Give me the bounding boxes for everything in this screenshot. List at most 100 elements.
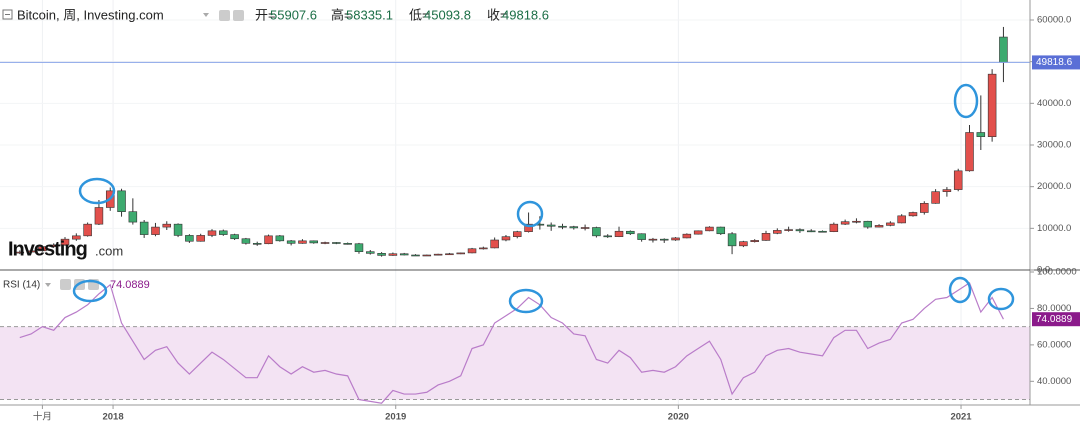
- candle-body: [999, 36, 1008, 63]
- candle-body: [908, 212, 918, 217]
- candle-body: [286, 240, 296, 244]
- candle-body: [230, 234, 239, 240]
- y-tick-label: 40000.0: [1037, 98, 1071, 109]
- grid: [0, 0, 1030, 405]
- x-tick-label: 2018: [102, 412, 123, 423]
- y-tick-label: 20000.0: [1037, 181, 1071, 192]
- last-price-label: 49818.6: [1036, 57, 1073, 68]
- candle-body: [626, 230, 635, 235]
- candle-body: [49, 244, 58, 247]
- candle-body: [241, 238, 251, 244]
- y-tick-label: 60.0000: [1037, 339, 1071, 350]
- candle-body: [83, 223, 92, 237]
- candle-body: [637, 233, 646, 240]
- candle-body: [795, 229, 805, 232]
- candle-body: [761, 233, 771, 241]
- settings-icon[interactable]: [233, 10, 244, 21]
- y-tick-label: 10000.0: [1037, 223, 1071, 234]
- axes: 十月 2018 2019 2020 2021 0.0 10000.0 20000.0 30000…: [33, 15, 1080, 423]
- low-value: 45093.8: [424, 7, 471, 22]
- candle-body: [524, 223, 533, 232]
- candle-body: [863, 220, 873, 228]
- candle-body: [252, 243, 262, 245]
- candle-body: [682, 233, 692, 239]
- dropdown[interactable]: [203, 13, 209, 17]
- y-tick-label: 100.0000: [1037, 267, 1077, 278]
- candle-body: [569, 226, 579, 229]
- x-tick-label: 十月: [33, 411, 52, 423]
- candle-body: [942, 189, 952, 192]
- watermark: Investing: [8, 238, 87, 260]
- candle-body: [479, 247, 488, 250]
- candle-body: [953, 170, 963, 190]
- rsi-value: 74.0889: [110, 279, 150, 291]
- annotation-circle: [948, 276, 972, 304]
- y-tick-label: 40.0000: [1037, 376, 1071, 387]
- collapse-icon[interactable]: [2, 9, 13, 20]
- candle-body: [739, 241, 748, 247]
- low-label: 低=: [409, 7, 430, 22]
- rsi-last-label: 74.0889: [1036, 314, 1073, 325]
- chart-title: Bitcoin, 周, Investing.com: [17, 7, 164, 22]
- high-label: 高=: [331, 7, 352, 22]
- dropdown[interactable]: [45, 283, 51, 287]
- rsi-title: RSI (14): [3, 280, 40, 291]
- candle-body: [965, 132, 974, 172]
- candle-body: [332, 242, 341, 244]
- candle-body: [987, 73, 997, 137]
- last-price-box: [1032, 55, 1080, 70]
- candle-body: [829, 223, 839, 232]
- candle-body: [897, 215, 906, 224]
- candle-body: [320, 242, 330, 244]
- candle-body: [806, 230, 816, 233]
- eye-icon[interactable]: [60, 279, 71, 290]
- candle-body: [920, 203, 929, 213]
- candle-body: [840, 221, 850, 225]
- candle-body: [151, 226, 160, 235]
- candle-body: [445, 253, 454, 256]
- candle-body: [490, 239, 499, 249]
- candle-body: [219, 230, 228, 235]
- y-tick-label: 30000.0: [1037, 140, 1071, 151]
- candle-body: [513, 231, 522, 237]
- candle-body: [546, 224, 556, 227]
- candle-body: [671, 237, 680, 241]
- candle-body: [750, 240, 759, 242]
- annotation-circle: [78, 177, 116, 205]
- candle-body: [716, 226, 726, 235]
- candle-body: [128, 211, 138, 223]
- candle-body: [26, 250, 36, 253]
- candle-body: [693, 230, 703, 235]
- annotation-circle: [953, 83, 979, 119]
- candle-body: [139, 221, 149, 235]
- candle-body: [886, 222, 895, 226]
- close-value: 49818.6: [502, 7, 549, 22]
- candle-body: [931, 191, 940, 204]
- candle-body: [467, 248, 477, 254]
- candle-body: [185, 235, 194, 242]
- candle-body: [275, 235, 285, 242]
- candle-body: [399, 253, 409, 256]
- candle-body: [94, 207, 104, 225]
- candle-body: [603, 235, 612, 238]
- candle-body: [558, 225, 567, 228]
- candle-body: [659, 238, 669, 241]
- candle-body: [173, 223, 183, 236]
- y-tick-label: 80.0000: [1037, 303, 1071, 314]
- candle-body: [648, 238, 658, 241]
- x-tick-label: 2021: [950, 412, 972, 423]
- y-tick-label: 0.0: [1037, 265, 1050, 276]
- eye-icon[interactable]: [219, 10, 230, 21]
- x-tick-label: 2019: [385, 412, 406, 423]
- candle-body: [298, 240, 307, 244]
- watermark-suffix: .com: [95, 243, 123, 258]
- candle-body: [614, 230, 624, 237]
- candle-body: [354, 243, 364, 252]
- candle-body: [388, 253, 398, 256]
- candle-body: [773, 230, 782, 234]
- candle-body: [433, 253, 443, 256]
- candle-body: [196, 235, 205, 242]
- annotation-circle: [508, 288, 544, 314]
- candle-body: [422, 254, 432, 257]
